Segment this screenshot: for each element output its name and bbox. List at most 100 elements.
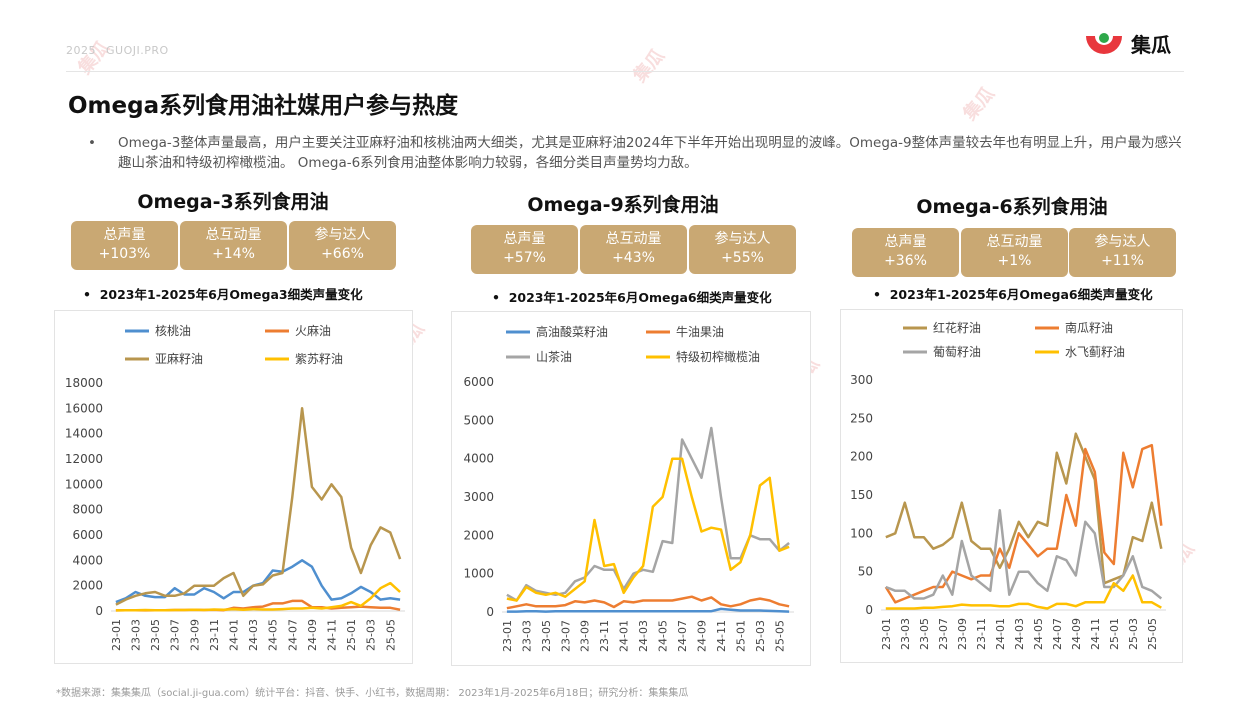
chart-subtitle: • 2023年1-2025年6月Omega6细类声量变化 (492, 290, 772, 305)
x-tick-label: 25-01 (345, 619, 358, 651)
bullet-icon: • (88, 135, 96, 151)
x-tick-label: 23-09 (956, 618, 969, 650)
x-tick-label: 25-03 (365, 619, 378, 651)
kpi-label: 总互动量 (605, 231, 662, 247)
x-tick-label: 25-05 (773, 620, 786, 652)
summary: • Omega-3整体声量最高，用户主要关注亚麻籽油和核桃油两大细类，尤其是亚麻… (88, 133, 1187, 173)
legend-label: 高油酸菜籽油 (536, 324, 608, 339)
kpi-label: 总互动量 (205, 227, 262, 243)
legend-label: 紫苏籽油 (295, 352, 343, 366)
x-tick-label: 23-01 (880, 618, 893, 650)
header-meta: 2025 GUOJI.PRO (66, 44, 169, 57)
x-tick-label: 23-07 (559, 620, 572, 652)
header-divider (66, 71, 1184, 72)
y-tick-label: 2000 (72, 579, 103, 593)
kpi-label: 参与达人 (314, 227, 371, 243)
chart-omega6-svg: 0 50 100 150 200 250 300 23-01 23-03 23-05 23-07 23… (850, 320, 1166, 650)
kpi-label: 参与达人 (1094, 234, 1151, 250)
series-line (506, 607, 790, 613)
y-tick-label: 1000 (463, 567, 494, 581)
series-line (115, 407, 402, 606)
x-tick-label: 25-01 (734, 620, 747, 652)
y-tick-label: 8000 (72, 503, 103, 517)
kpi-creators: 参与达人 +66% (289, 221, 396, 270)
y-tick-label: 100 (850, 526, 873, 540)
kpi-value: +57% (503, 250, 546, 266)
watermark: 集瓜 (629, 45, 669, 87)
kpi-value: +36% (884, 253, 927, 269)
x-tick-label: 24-03 (247, 619, 260, 651)
kpi-total-interaction: 总互动量 +1% (961, 228, 1068, 277)
kpi-total-volume: 总声量 +36% (852, 228, 959, 277)
kpi-value: +14% (212, 246, 255, 262)
series-line (885, 574, 1162, 610)
x-tick-label: 25-03 (1127, 618, 1140, 650)
chart-subtitle: • 2023年1-2025年6月Omega3细类声量变化 (83, 287, 363, 302)
chart-subtitle-text: 2023年1-2025年6月Omega6细类声量变化 (889, 287, 1153, 302)
x-tick-label: 23-11 (598, 620, 611, 652)
chart-subtitle-text: 2023年1-2025年6月Omega3细类声量变化 (99, 287, 363, 302)
header-year: 2025 (66, 44, 96, 57)
y-tick-label: 5000 (463, 413, 494, 427)
series-line (506, 426, 790, 602)
x-tick-label: 24-05 (1032, 618, 1045, 650)
page-title: Omega系列食用油社媒用户参与热度 (68, 93, 459, 119)
series-line (115, 581, 401, 612)
legend-label: 南瓜籽油 (1065, 320, 1113, 335)
x-tick-label: 24-09 (696, 620, 709, 652)
y-tick-label: 6000 (72, 528, 103, 542)
kpi-label: 总声量 (884, 234, 927, 250)
kpi-value: +66% (321, 246, 364, 262)
watermark: 集瓜 (959, 83, 999, 125)
legend-label: 亚麻籽油 (155, 351, 203, 366)
x-tick-label: 23-01 (501, 620, 514, 652)
x-tick-label: 25-05 (1146, 618, 1159, 650)
x-tick-label: 25-05 (384, 619, 397, 651)
y-tick-label: 12000 (65, 452, 103, 466)
x-tick-label: 24-09 (306, 619, 319, 651)
legend-label: 山茶油 (536, 349, 572, 364)
x-tick-label: 24-01 (228, 619, 241, 651)
legend-label: 牛油果油 (676, 324, 724, 339)
series-line (885, 509, 1163, 600)
kpi-label: 参与达人 (714, 231, 771, 247)
logo-text: 集瓜 (1131, 32, 1171, 57)
x-tick-label: 23-09 (188, 619, 201, 651)
x-tick-label: 23-09 (579, 620, 592, 652)
series-line (506, 595, 790, 610)
column-title-omega3: Omega-3系列食用油 (137, 191, 329, 213)
y-tick-label: 200 (850, 450, 873, 464)
kpi-value: +11% (1101, 253, 1144, 269)
y-tick-label: 6000 (463, 375, 494, 389)
brand-logo: 集瓜 (1083, 28, 1171, 58)
y-tick-label: 0 (95, 604, 103, 618)
x-tick-label: 24-07 (1051, 618, 1064, 650)
x-tick-label: 24-09 (1070, 618, 1083, 650)
y-tick-label: 4000 (72, 553, 103, 567)
y-tick-label: 0 (486, 605, 494, 619)
legend-label: 火麻油 (295, 323, 331, 338)
kpi-value: +43% (612, 250, 655, 266)
y-tick-label: 0 (865, 603, 873, 617)
chart-omega9-svg: 0 1000 2000 3000 4000 5000 6000 23-01 23-03 23-05… (463, 324, 794, 652)
chart-omega3: 0 2000 4000 6000 8000 10000 12000 14000 16000 180… (54, 310, 413, 664)
header-site: GUOJI.PRO (106, 44, 169, 57)
y-tick-label: 10000 (65, 477, 103, 491)
kpi-label: 总声量 (103, 227, 146, 243)
legend-label: 葡萄籽油 (933, 345, 981, 359)
chart-omega9: 0 1000 2000 3000 4000 5000 6000 23-01 23-03 23-05… (451, 311, 811, 666)
y-tick-label: 250 (850, 411, 873, 425)
y-tick-label: 2000 (463, 528, 494, 542)
chart-subtitle: • 2023年1-2025年6月Omega6细类声量变化 (873, 287, 1153, 302)
chart-subtitle-text: 2023年1-2025年6月Omega6细类声量变化 (508, 290, 772, 305)
kpi-creators: 参与达人 +55% (689, 225, 796, 274)
x-tick-label: 24-03 (637, 620, 650, 652)
x-tick-label: 25-01 (1108, 618, 1121, 650)
series-line (885, 432, 1163, 585)
x-tick-label: 23-03 (130, 619, 143, 651)
y-tick-label: 50 (858, 565, 873, 579)
kpi-value: +1% (997, 253, 1032, 269)
legend-label: 红花籽油 (933, 320, 981, 335)
kpi-creators: 参与达人 +11% (1069, 228, 1176, 277)
